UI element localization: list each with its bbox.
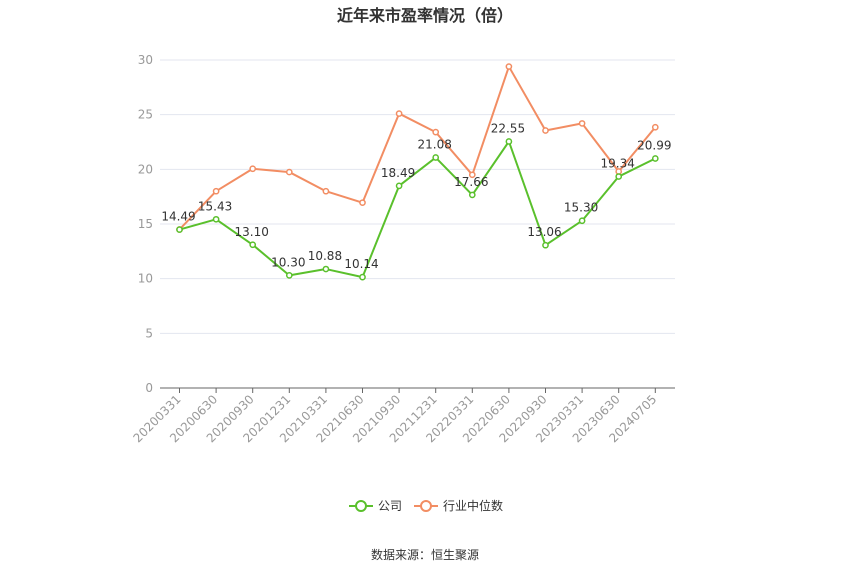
- series-group: [176, 63, 659, 281]
- data-point-industry-median[interactable]: [249, 165, 257, 173]
- data-point-company[interactable]: [359, 273, 366, 281]
- data-label: 21.08: [418, 138, 452, 152]
- data-point-company[interactable]: [468, 191, 476, 199]
- y-tick-label: 30: [138, 53, 153, 67]
- series-line-industry-median: [178, 65, 657, 231]
- data-label: 13.10: [235, 225, 269, 239]
- data-point-industry-median[interactable]: [578, 120, 586, 127]
- data-point-company[interactable]: [212, 215, 220, 223]
- data-label: 17.66: [454, 175, 488, 189]
- series-line-company: [179, 140, 656, 279]
- data-label: 10.88: [308, 249, 342, 263]
- data-label: 14.49: [161, 210, 195, 224]
- axes: 0510152025302020033120200630202009302020…: [131, 53, 675, 445]
- data-point-industry-median[interactable]: [468, 171, 476, 179]
- legend-item-company[interactable]: 公司: [349, 499, 402, 513]
- data-point-industry-median[interactable]: [359, 199, 366, 207]
- data-point-industry-median[interactable]: [651, 123, 659, 131]
- data-point-industry-median[interactable]: [212, 187, 220, 195]
- data-label: 22.55: [491, 121, 525, 135]
- data-label: 20.99: [637, 139, 671, 153]
- data-label: 18.49: [381, 166, 415, 180]
- data-point-company[interactable]: [249, 241, 257, 249]
- data-label: 15.43: [198, 199, 232, 213]
- data-point-company[interactable]: [395, 182, 403, 190]
- legend-item-industry-median[interactable]: 行业中位数: [414, 498, 503, 513]
- data-label: 10.14: [344, 257, 378, 271]
- data-point-industry-median[interactable]: [285, 168, 293, 176]
- y-tick-label: 20: [138, 162, 153, 176]
- grid-lines: [160, 59, 675, 334]
- legend-marker: [420, 500, 432, 512]
- data-point-company[interactable]: [542, 241, 549, 249]
- y-tick-label: 10: [138, 272, 153, 286]
- data-point-industry-median[interactable]: [322, 187, 330, 195]
- y-tick-label: 0: [145, 381, 153, 395]
- data-label: 10.30: [271, 255, 305, 269]
- y-tick-label: 25: [138, 108, 153, 122]
- legend-marker: [355, 500, 367, 512]
- data-point-industry-median[interactable]: [395, 110, 403, 117]
- chart-title: 近年来市盈率情况（倍）: [337, 6, 513, 25]
- data-point-industry-median[interactable]: [432, 128, 440, 136]
- legend-label: 公司: [378, 499, 402, 513]
- data-point-company[interactable]: [505, 138, 513, 145]
- data-label: 13.06: [527, 225, 561, 239]
- data-point-company[interactable]: [432, 154, 440, 161]
- data-point-industry-median[interactable]: [505, 63, 513, 70]
- legend-label: 行业中位数: [443, 498, 503, 513]
- data-source-note: 数据来源：恒生聚源: [371, 547, 479, 562]
- data-point-company[interactable]: [322, 265, 330, 273]
- legend[interactable]: 公司 行业中位数: [349, 498, 503, 513]
- y-tick-label: 15: [138, 217, 153, 231]
- data-point-company[interactable]: [176, 226, 183, 233]
- data-point-industry-median[interactable]: [542, 127, 549, 134]
- data-label: 19.34: [601, 157, 635, 171]
- data-point-company[interactable]: [651, 155, 659, 162]
- data-point-company[interactable]: [578, 217, 586, 225]
- data-point-company[interactable]: [285, 272, 293, 279]
- data-point-company[interactable]: [615, 173, 623, 180]
- data-label: 15.30: [564, 201, 598, 215]
- y-tick-label: 5: [145, 326, 153, 340]
